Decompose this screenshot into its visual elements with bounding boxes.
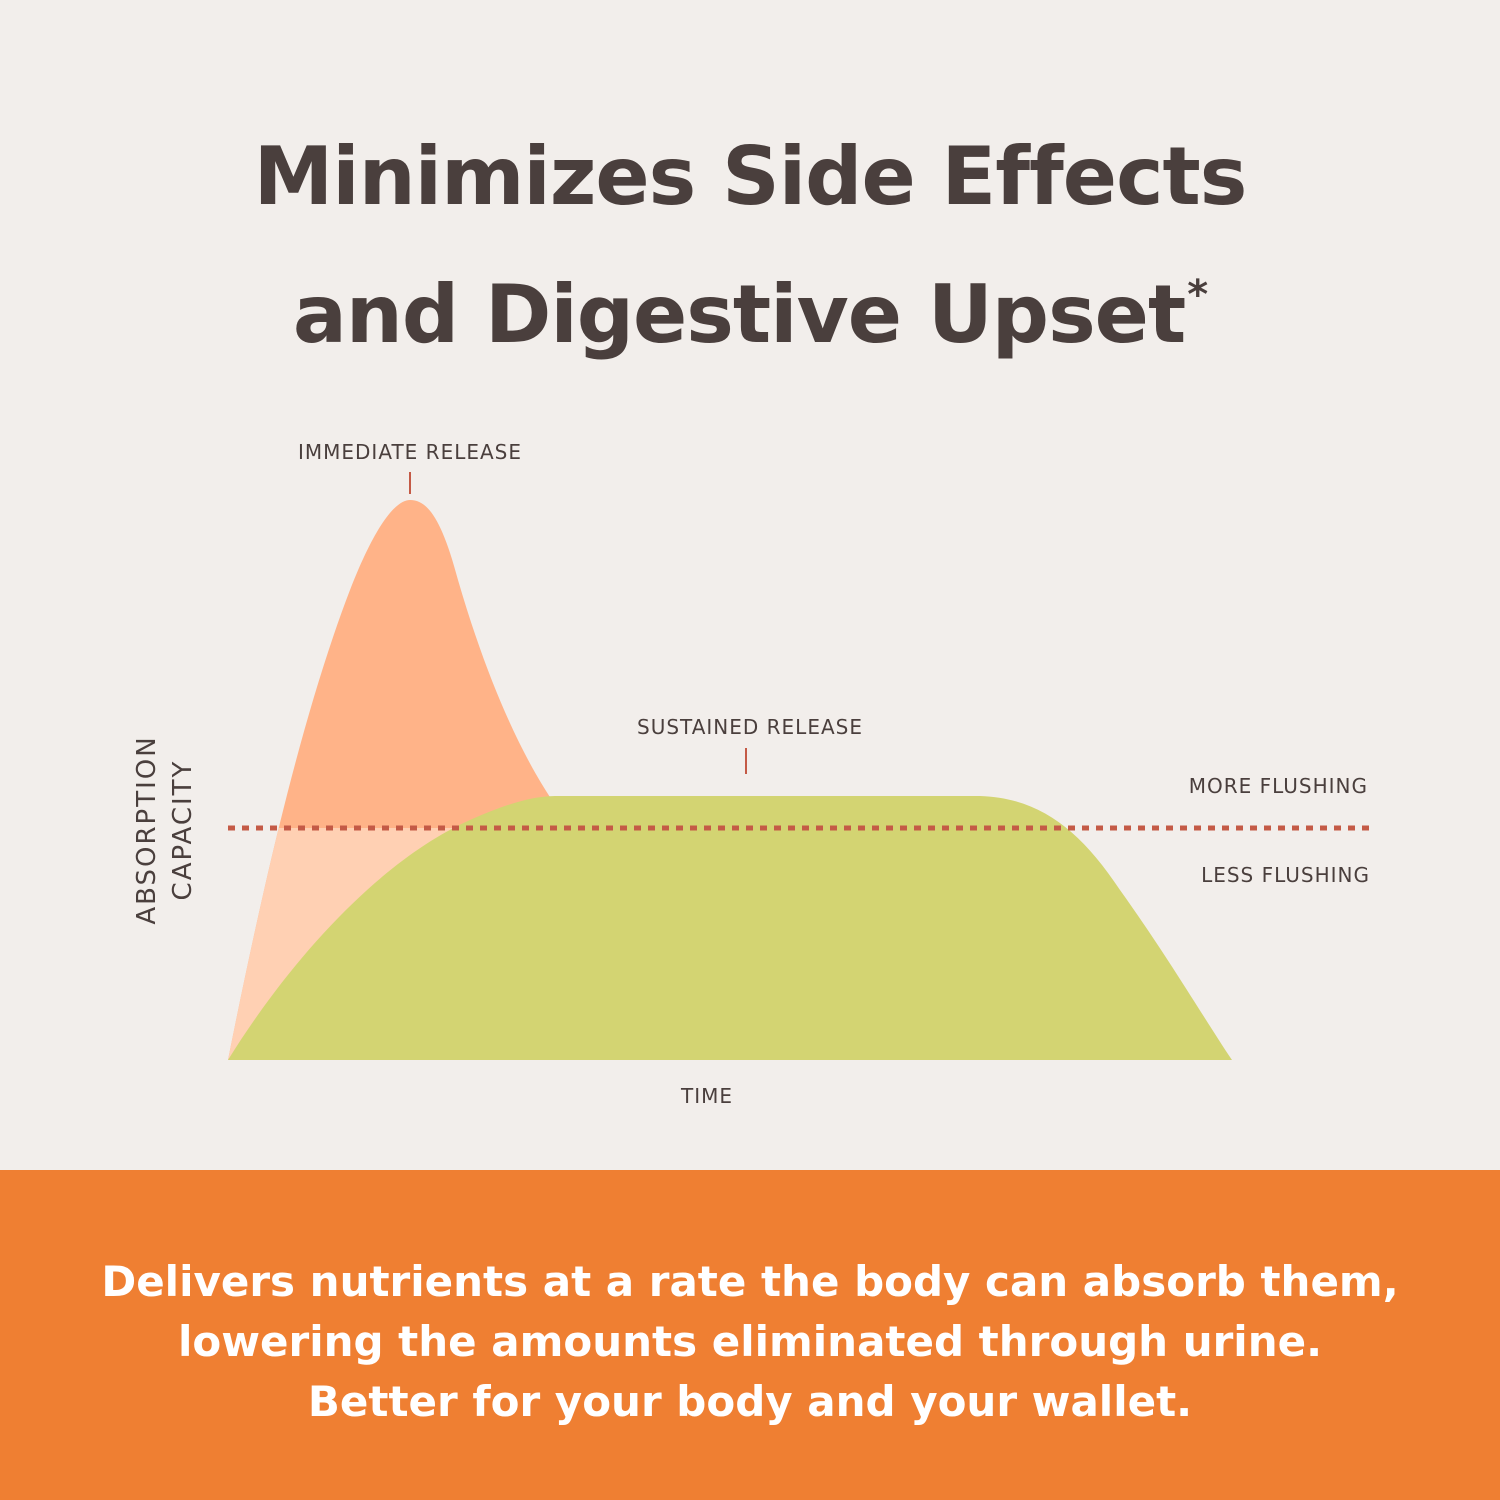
title-line-2-text: and Digestive Upset xyxy=(292,268,1186,361)
title-line-2: and Digestive Upset* xyxy=(0,236,1500,374)
footer-line-3: Better for your body and your wallet. xyxy=(307,1377,1193,1426)
y-axis-label-line-2: CAPACITY xyxy=(168,760,198,901)
footer-text: Delivers nutrients at a rate the body ca… xyxy=(0,1252,1500,1432)
page-title: Minimizes Side Effects and Digestive Ups… xyxy=(0,118,1500,374)
title-asterisk: * xyxy=(1187,272,1208,318)
sustained-release-label: SUSTAINED RELEASE xyxy=(637,715,863,739)
y-axis-label-line-1: ABSORPTION xyxy=(132,735,162,924)
footer-banner xyxy=(0,1170,1500,1500)
absorption-chart: IMMEDIATE RELEASE SUSTAINED RELEASE MORE… xyxy=(132,440,1372,1108)
footer-line-1: Delivers nutrients at a rate the body ca… xyxy=(101,1257,1399,1306)
x-axis-label: TIME xyxy=(680,1084,733,1108)
less-flushing-label: LESS FLUSHING xyxy=(1201,863,1370,887)
title-line-1: Minimizes Side Effects xyxy=(253,130,1248,223)
y-axis-label: ABSORPTION CAPACITY xyxy=(132,735,198,924)
footer-line-2: lowering the amounts eliminated through … xyxy=(177,1317,1323,1366)
more-flushing-label: MORE FLUSHING xyxy=(1189,774,1368,798)
immediate-release-label: IMMEDIATE RELEASE xyxy=(298,440,522,464)
sustained-release-area xyxy=(228,796,1232,1060)
